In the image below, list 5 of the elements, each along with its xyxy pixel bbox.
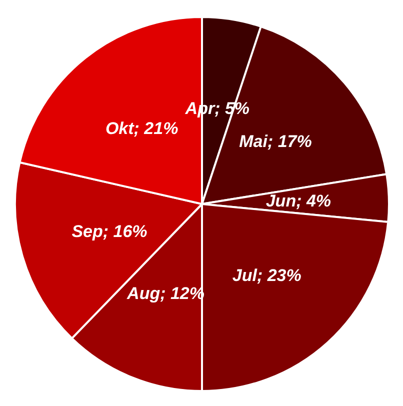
slice-label: Jun; 4% bbox=[266, 191, 332, 210]
slice-label: Okt; 21% bbox=[105, 119, 178, 138]
slice-label: Mai; 17% bbox=[239, 132, 312, 151]
slice-label: Jul; 23% bbox=[232, 266, 302, 285]
slice-label: Sep; 16% bbox=[72, 222, 148, 241]
